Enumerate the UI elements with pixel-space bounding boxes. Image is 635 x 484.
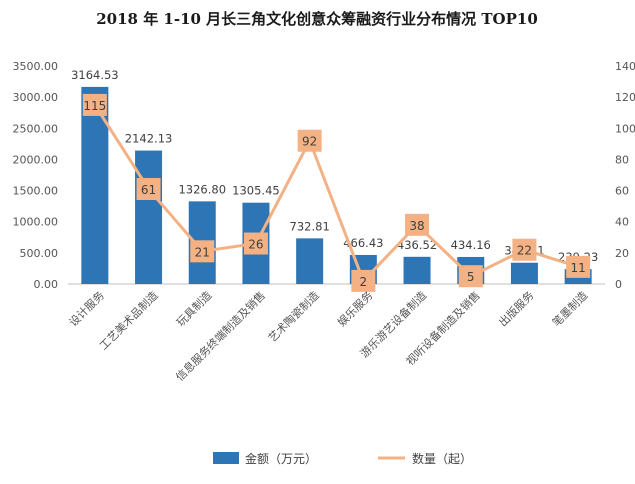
line-value-label: 11 <box>571 261 586 275</box>
line-path <box>93 104 579 283</box>
line-point-marker <box>297 129 322 152</box>
line-value-label: 61 <box>141 183 156 197</box>
line-point-marker <box>82 93 107 116</box>
y-left-tick-label: 2500.00 <box>13 122 59 135</box>
axes: 0.00 500.00 1000.00 1500.00 2000.00 2500.00 30… <box>13 60 635 291</box>
line-value-label: 26 <box>248 238 263 252</box>
line-value-label: 5 <box>467 270 475 284</box>
bar-value-label: 3164.53 <box>71 68 119 82</box>
line-value-label: 21 <box>195 245 210 259</box>
bar <box>81 86 109 284</box>
line-point-marker <box>136 178 161 201</box>
y-right-tick-label: 140 <box>615 60 635 73</box>
y-right-tick-label: 0 <box>615 278 622 291</box>
line-point-marker <box>351 269 376 292</box>
bar-value-label: 2142.13 <box>125 132 173 146</box>
line-point-marker <box>458 265 483 288</box>
bar-value-label: 466.43 <box>343 236 383 250</box>
y-left-tick-label: 3500.00 <box>13 60 59 73</box>
line-value-label: 38 <box>409 219 424 233</box>
category-label: 设计服务 <box>67 289 107 329</box>
bar-value-label: 436.52 <box>397 238 437 252</box>
bar <box>296 238 324 284</box>
line-value-label: 22 <box>517 244 532 258</box>
category-label: 艺术陶瓷制造 <box>265 288 322 345</box>
category-label: 玩具制造 <box>173 288 214 329</box>
bar-value-label: 732.81 <box>290 219 330 233</box>
category-label: 出版服务 <box>496 288 537 329</box>
y-right-tick-label: 60 <box>615 185 629 198</box>
line-point-marker <box>512 238 537 261</box>
y-right-tick-label: 100 <box>615 122 635 135</box>
line-point-marker <box>405 213 430 236</box>
bar <box>135 150 163 284</box>
line-point-marker <box>566 255 591 278</box>
bar <box>403 256 431 284</box>
y-left-tick-label: 3000.00 <box>13 91 59 104</box>
legend-bar-swatch <box>213 452 239 464</box>
y-left-tick-label: 1000.00 <box>13 216 59 229</box>
y-left-tick-label: 500.00 <box>20 247 59 260</box>
line-value-labels: 115 61 21 26 92 2 38 5 22 11 <box>82 93 591 292</box>
line-point-marker <box>190 240 215 263</box>
bar-value-label: 1326.80 <box>178 182 226 196</box>
category-label: 信息服务终端制造及销售 <box>173 288 268 383</box>
chart-title: 2018 年 1-10 月长三角文化创意众筹融资行业分布情况 TOP10 <box>96 10 538 28</box>
line-value-label: 2 <box>360 275 368 289</box>
y-right-tick-label: 120 <box>615 91 635 104</box>
line-value-label: 115 <box>83 99 106 113</box>
legend-bar-label: 金额（万元） <box>245 451 317 466</box>
category-label: 笔墨制造 <box>549 288 590 329</box>
category-label: 娱乐服务 <box>334 288 375 329</box>
line-value-label: 92 <box>302 135 317 149</box>
bar-value-label: 434.16 <box>451 238 491 252</box>
legend: 金额（万元） 数量（起） <box>213 451 472 466</box>
line-series <box>93 104 579 283</box>
legend-line-label: 数量（起） <box>412 451 472 466</box>
y-left-tick-label: 2000.00 <box>13 153 59 166</box>
bar <box>510 262 538 284</box>
y-right-tick-label: 80 <box>615 153 629 166</box>
y-right-tick-label: 40 <box>615 216 629 229</box>
line-point-marker <box>243 232 268 255</box>
y-right-tick-label: 20 <box>615 247 629 260</box>
y-left-tick-label: 0.00 <box>34 278 59 291</box>
bar-value-label: 1305.45 <box>232 184 280 198</box>
y-left-tick-label: 1500.00 <box>13 185 59 198</box>
